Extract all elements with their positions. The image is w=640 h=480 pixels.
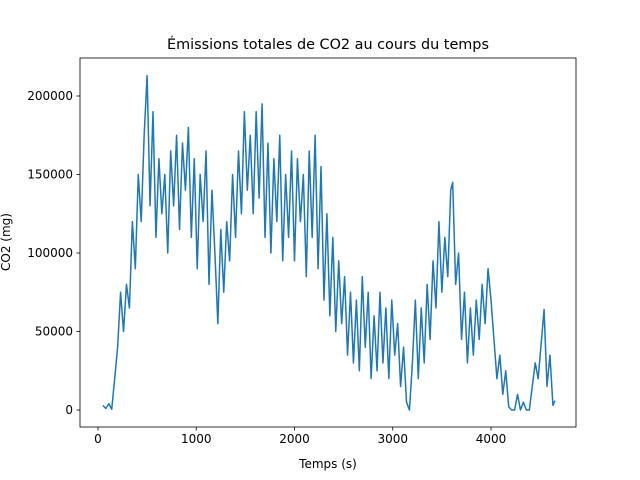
x-tick-label: 1000 [181, 432, 212, 446]
data-line [102, 74, 556, 411]
x-tick-label: 2000 [279, 432, 310, 446]
y-axis-label: CO2 (mg) [0, 213, 13, 271]
x-tick-label: 3000 [377, 432, 408, 446]
chart-title: Émissions totales de CO2 au cours du tem… [167, 36, 489, 53]
plot-area [102, 74, 556, 411]
x-tick-label: 4000 [476, 432, 507, 446]
axes-frame [79, 57, 577, 428]
x-tick-label: 0 [94, 432, 102, 446]
x-axis-label: Temps (s) [298, 457, 357, 471]
y-tick-label: 100000 [27, 246, 73, 260]
y-tick-label: 0 [65, 403, 73, 417]
y-tick-label: 200000 [27, 89, 73, 103]
y-tick-label: 150000 [27, 168, 73, 182]
y-tick-label: 50000 [35, 325, 73, 339]
